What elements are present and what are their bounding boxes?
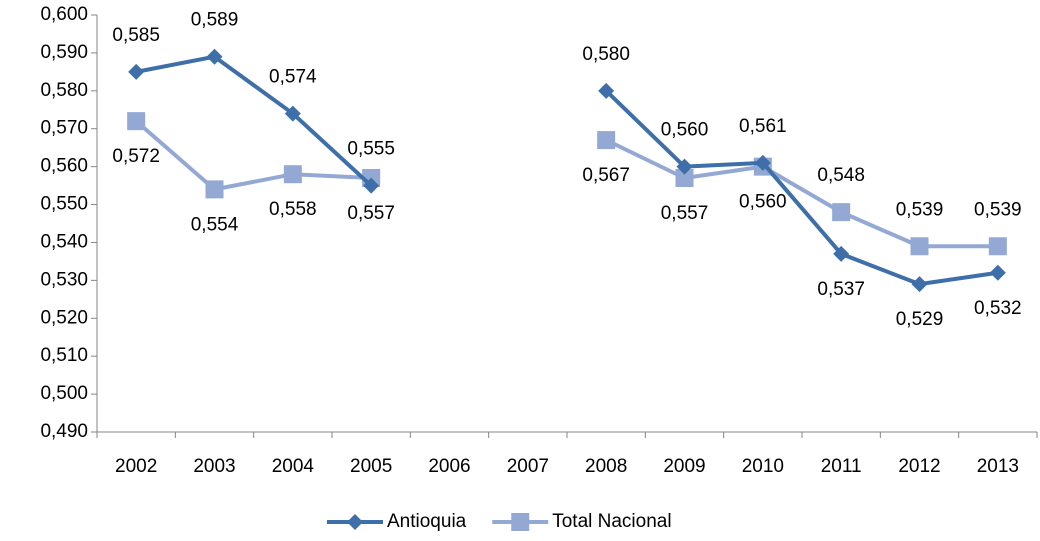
data-label: 0,539 [974,199,1022,220]
y-tick-label: 0,590 [40,42,88,63]
marker [910,237,929,256]
data-label: 0,557 [661,203,709,224]
data-label: 0,589 [191,10,239,31]
y-tick-label: 0,570 [40,118,88,139]
data-label: 0,539 [896,199,944,220]
data-label: 0,572 [112,146,160,167]
y-tick-label: 0,530 [40,269,88,290]
x-tick-label: 2009 [663,456,705,477]
x-tick-label: 2011 [821,456,862,477]
data-label: 0,537 [817,279,865,300]
x-tick-label: 2004 [272,456,315,477]
series-line [135,54,999,287]
y-tick-label: 0,520 [40,307,88,328]
y-tick-label: 0,500 [40,383,88,404]
x-tick-label: 2013 [977,456,1019,477]
data-label: 0,529 [896,309,944,330]
marker [833,245,850,262]
marker [675,169,694,188]
series-line [134,119,998,249]
y-tick-label: 0,560 [40,156,88,177]
data-label: 0,548 [817,165,865,186]
data-label: 0,560 [739,192,787,213]
marker [989,264,1006,281]
y-tick-label: 0,510 [40,345,88,366]
marker [597,131,616,150]
marker [911,276,928,293]
legend-label: Total Nacional [552,511,671,532]
marker [206,48,223,65]
data-label: 0,585 [112,25,160,46]
y-tick-label: 0,580 [40,80,88,101]
marker [988,237,1007,256]
marker [598,82,615,99]
x-tick-label: 2008 [585,456,627,477]
x-tick-label: 2007 [507,456,549,477]
x-tick-label: 2003 [193,456,235,477]
data-label: 0,561 [739,116,787,137]
y-tick-label: 0,540 [40,231,88,252]
data-label: 0,554 [191,214,239,235]
x-tick-label: 2010 [742,456,784,477]
marker [754,154,771,171]
marker [363,177,380,194]
data-label: 0,567 [582,165,630,186]
x-tick-label: 2012 [898,456,940,477]
marker [284,105,301,122]
data-label: 0,555 [347,139,395,160]
marker [205,180,224,199]
data-label: 0,532 [974,298,1022,319]
data-label: 0,580 [582,44,630,65]
marker [511,513,530,531]
x-tick-label: 2002 [115,456,157,477]
marker [347,514,363,530]
data-label: 0,558 [269,199,317,220]
marker [127,112,146,131]
x-tick-label: 2005 [350,456,392,477]
marker [128,63,145,80]
legend: Antioquia Total Nacional [327,511,672,532]
data-label: 0,557 [347,203,395,224]
marker [832,203,851,222]
marker [676,158,693,175]
y-tick-label: 0,550 [40,194,88,215]
y-tick-label: 0,600 [40,4,88,25]
x-tick-label: 2006 [428,456,470,477]
y-tick-label: 0,490 [40,421,88,442]
marker [283,165,302,184]
legend-label: Antioquia [387,511,467,532]
data-label: 0,574 [269,67,317,88]
data-label: 0,560 [661,120,709,141]
